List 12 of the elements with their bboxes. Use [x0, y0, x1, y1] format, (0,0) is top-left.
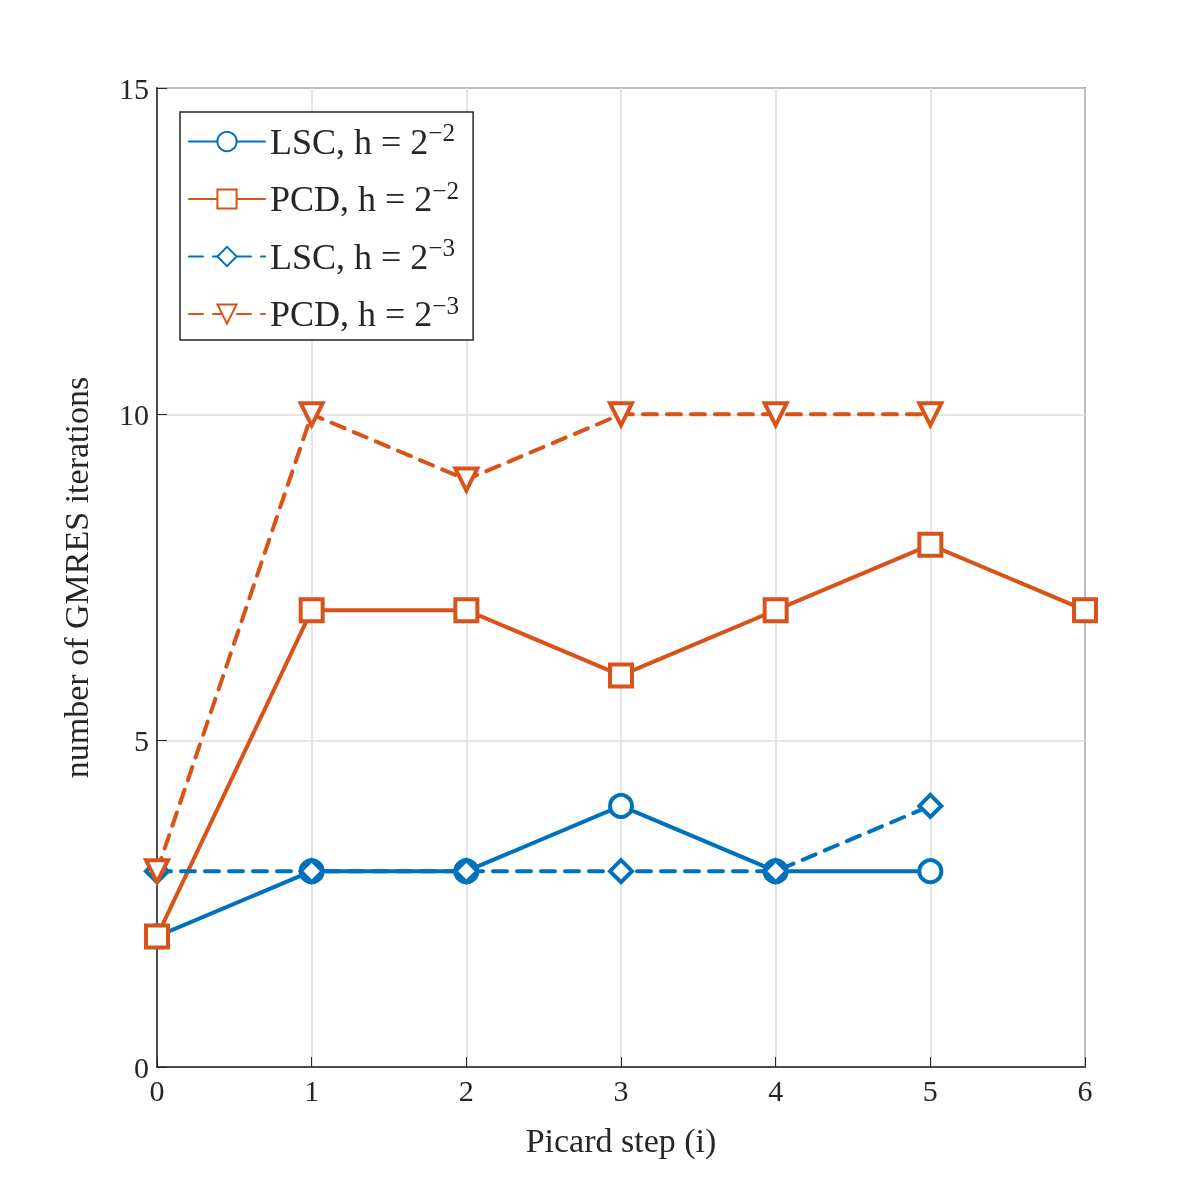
x-tick-label: 5 — [922, 1073, 938, 1107]
x-tick-label: 6 — [1077, 1073, 1093, 1107]
y-axis-title: number of GMRES iterations — [57, 376, 95, 779]
y-tick-label: 5 — [134, 724, 149, 758]
y-tick-label: 15 — [119, 71, 149, 105]
x-tick-label: 2 — [458, 1073, 474, 1107]
x-tick-label: 3 — [613, 1073, 629, 1107]
x-tick-label: 1 — [304, 1073, 320, 1107]
y-tick-label: 10 — [119, 397, 149, 431]
y-tick-label: 0 — [134, 1050, 149, 1084]
x-axis-title: Picard step (i) — [525, 1121, 717, 1160]
x-tick-label: 4 — [768, 1073, 784, 1107]
